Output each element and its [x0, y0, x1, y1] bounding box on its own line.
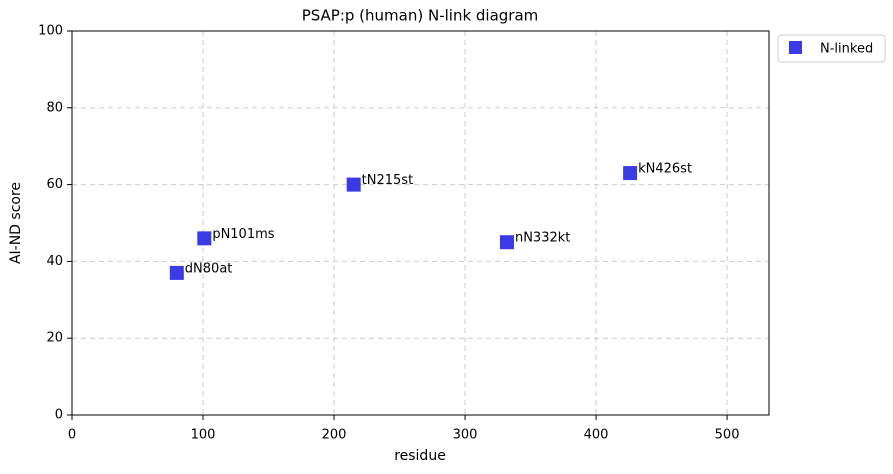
- point-label: tN215st: [362, 173, 414, 188]
- legend-box: [777, 34, 886, 63]
- y-tick-label: 0: [55, 408, 63, 423]
- scatter-point: [623, 166, 638, 181]
- x-tick-label: 200: [322, 428, 347, 443]
- scatter-point: [197, 231, 212, 246]
- chart-title: PSAP:p (human) N-link diagram: [302, 7, 539, 25]
- plot-frame: [71, 30, 770, 416]
- point-label: nN332kt: [515, 231, 570, 246]
- x-tick-label: 400: [584, 428, 609, 443]
- x-axis-label: residue: [394, 448, 446, 464]
- scatter-point: [499, 235, 514, 250]
- point-label: kN426st: [638, 162, 692, 177]
- y-tick-label: 60: [46, 177, 63, 192]
- point-label: dN80at: [185, 261, 233, 276]
- scatter-point: [169, 265, 184, 280]
- y-axis-label: AI-ND score: [8, 182, 24, 264]
- y-tick-label: 80: [46, 100, 63, 115]
- legend-marker: [789, 41, 802, 54]
- x-tick-label: 500: [715, 428, 740, 443]
- y-tick-label: 40: [46, 254, 63, 269]
- legend-label: N-linked: [820, 42, 873, 57]
- y-tick-label: 100: [38, 24, 63, 39]
- x-tick-label: 100: [191, 428, 216, 443]
- y-tick-label: 20: [46, 331, 63, 346]
- point-label: pN101ms: [212, 227, 274, 242]
- x-tick-label: 300: [453, 428, 478, 443]
- x-tick-label: 0: [68, 428, 76, 443]
- scatter-point: [346, 177, 361, 192]
